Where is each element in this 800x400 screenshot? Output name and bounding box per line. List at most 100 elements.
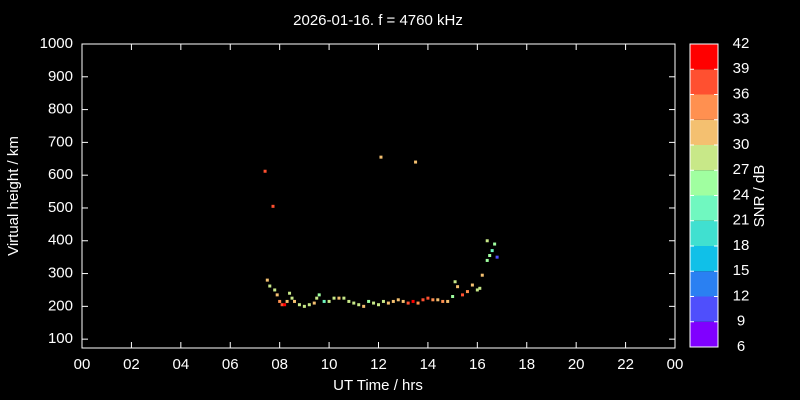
point	[436, 298, 440, 302]
y-tick-label: 600	[48, 166, 73, 183]
point	[391, 299, 395, 303]
point	[312, 301, 316, 305]
point	[396, 298, 400, 302]
y-tick-label: 200	[48, 297, 73, 314]
plot-frame	[81, 43, 676, 349]
point	[446, 299, 450, 303]
point	[332, 296, 336, 300]
point	[367, 299, 371, 303]
y-tick-label: 100	[48, 330, 73, 347]
colorbar-band	[690, 321, 718, 347]
colorbar-tick-label: 18	[733, 237, 750, 254]
colorbar-band	[690, 119, 718, 145]
point	[377, 303, 380, 307]
point	[342, 296, 346, 300]
point	[485, 239, 489, 243]
point	[453, 280, 457, 284]
colorbar-band	[690, 69, 718, 95]
colorbar-tick-label: 15	[733, 262, 750, 279]
y-tick-label: 900	[48, 68, 73, 85]
point	[421, 298, 425, 302]
x-tick-label: 12	[370, 356, 387, 373]
point	[271, 204, 275, 208]
point	[337, 296, 341, 300]
point	[288, 291, 292, 295]
colorbar-tick-label: 12	[733, 287, 750, 304]
x-tick-label: 02	[123, 356, 140, 373]
colorbar-band	[690, 145, 718, 171]
point	[379, 155, 383, 159]
point	[406, 301, 410, 305]
point	[307, 303, 311, 307]
point	[347, 299, 351, 303]
y-tick-label: 700	[48, 133, 73, 150]
point	[278, 299, 282, 303]
colorbar-tick-label: 27	[733, 161, 750, 178]
point	[290, 296, 294, 300]
point	[488, 254, 492, 258]
x-tick-label: 14	[420, 356, 437, 373]
point	[465, 290, 469, 294]
colorbar-tick-label: 33	[733, 111, 750, 128]
point	[275, 293, 279, 297]
x-tick-label: 06	[222, 356, 239, 373]
point	[280, 303, 284, 307]
y-tick-label: 800	[48, 101, 73, 118]
point	[317, 293, 321, 297]
x-tick-label: 00	[667, 356, 684, 373]
colorbar-tick-label: 36	[733, 85, 750, 102]
point	[265, 278, 269, 282]
y-axis-label: Virtual height / km	[5, 136, 22, 256]
point	[475, 288, 479, 292]
point	[416, 301, 420, 305]
colorbar-tick-label: 39	[733, 60, 750, 77]
point	[352, 301, 356, 305]
colorbar-tick-label: 24	[733, 186, 750, 203]
colorbar-tick-label: 30	[733, 136, 750, 153]
point	[401, 299, 405, 303]
point	[302, 304, 306, 308]
point	[357, 303, 361, 307]
point	[456, 285, 460, 289]
point	[485, 258, 489, 262]
point	[451, 295, 455, 299]
y-tick-label: 400	[48, 232, 73, 249]
point	[414, 160, 418, 164]
point	[478, 286, 482, 290]
point	[480, 273, 484, 277]
point	[470, 283, 474, 287]
point	[283, 303, 287, 307]
colorbar-band	[690, 94, 718, 120]
point	[285, 299, 289, 303]
point	[386, 301, 390, 305]
point	[381, 299, 385, 303]
point	[362, 304, 366, 308]
point	[441, 299, 445, 303]
point	[461, 293, 465, 297]
x-tick-label: 16	[469, 356, 486, 373]
colorbar-band	[690, 195, 718, 221]
point	[268, 284, 272, 288]
point	[431, 298, 435, 302]
y-tick-label: 1000	[40, 35, 73, 52]
colorbar-band	[690, 271, 718, 297]
point	[495, 255, 499, 259]
chart-title: 2026-01-16. f = 4760 kHz	[293, 12, 463, 29]
colorbar-tick-label: 9	[737, 313, 745, 330]
point	[315, 296, 319, 300]
x-tick-label: 10	[321, 356, 338, 373]
colorbar-tick-label: 6	[737, 338, 745, 355]
x-tick-label: 00	[74, 356, 91, 373]
colorbar-tick-label: 21	[733, 212, 750, 229]
point	[292, 299, 296, 303]
y-tick-label: 500	[48, 199, 73, 216]
point	[327, 299, 331, 303]
x-tick-label: 08	[271, 356, 288, 373]
colorbar-tick-label: 42	[733, 35, 750, 52]
point	[273, 288, 277, 292]
point	[322, 299, 326, 303]
colorbar-band	[690, 170, 718, 196]
point	[411, 299, 415, 303]
